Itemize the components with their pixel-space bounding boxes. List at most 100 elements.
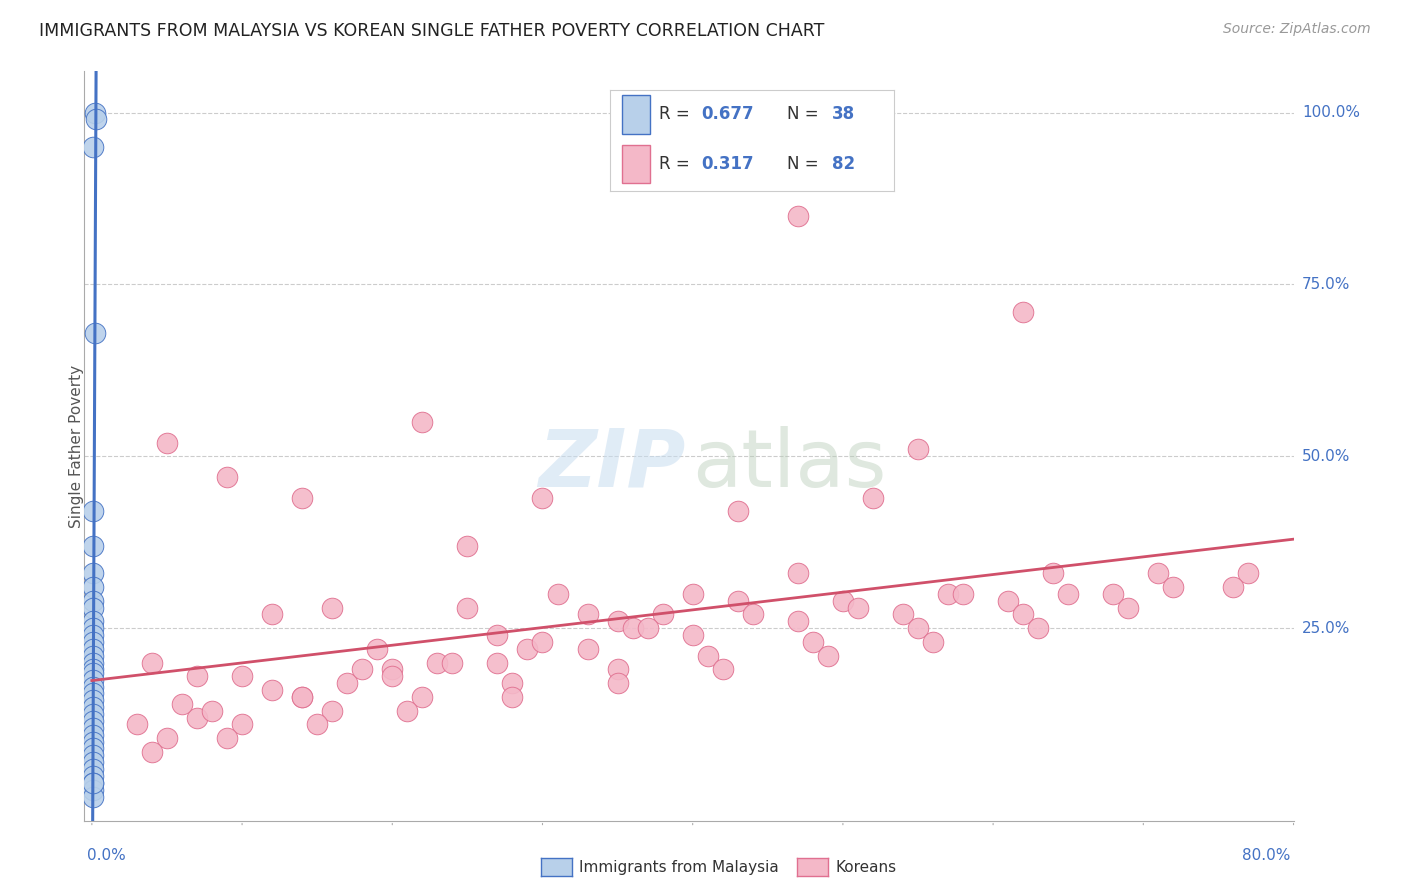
Point bbox=[1042, 566, 1064, 581]
Point bbox=[82, 140, 104, 154]
Point bbox=[1147, 566, 1170, 581]
Point bbox=[82, 734, 104, 748]
Point bbox=[711, 662, 734, 676]
Point bbox=[82, 580, 104, 594]
Point bbox=[82, 628, 104, 642]
Point bbox=[817, 648, 839, 663]
Point bbox=[262, 607, 284, 622]
Point bbox=[637, 621, 659, 635]
Point bbox=[1222, 580, 1244, 594]
Point bbox=[82, 662, 104, 676]
Point bbox=[231, 669, 253, 683]
Point bbox=[501, 676, 523, 690]
Point bbox=[82, 539, 104, 553]
Point bbox=[547, 587, 569, 601]
Point bbox=[82, 762, 104, 776]
Point bbox=[82, 673, 104, 687]
Point bbox=[456, 539, 478, 553]
Point bbox=[576, 641, 599, 656]
Point bbox=[516, 641, 538, 656]
Point bbox=[606, 615, 628, 629]
Point bbox=[696, 648, 718, 663]
Point bbox=[86, 112, 108, 127]
Point bbox=[576, 607, 599, 622]
Point bbox=[606, 662, 628, 676]
Point bbox=[411, 415, 433, 429]
Point bbox=[1012, 607, 1035, 622]
Point bbox=[786, 615, 808, 629]
Point bbox=[952, 587, 974, 601]
Point bbox=[1012, 305, 1035, 319]
Text: atlas: atlas bbox=[693, 425, 887, 504]
Point bbox=[82, 686, 104, 700]
Point bbox=[531, 491, 554, 505]
Point bbox=[82, 789, 104, 804]
Point bbox=[82, 741, 104, 756]
Text: Immigrants from Malaysia: Immigrants from Malaysia bbox=[579, 860, 779, 874]
Point bbox=[862, 491, 884, 505]
Point bbox=[82, 648, 104, 663]
Point bbox=[786, 209, 808, 223]
Point bbox=[727, 504, 749, 518]
Point bbox=[907, 621, 929, 635]
Point bbox=[741, 607, 763, 622]
Point bbox=[1163, 580, 1185, 594]
Point bbox=[1102, 587, 1125, 601]
Text: IMMIGRANTS FROM MALAYSIA VS KOREAN SINGLE FATHER POVERTY CORRELATION CHART: IMMIGRANTS FROM MALAYSIA VS KOREAN SINGL… bbox=[39, 22, 825, 40]
Point bbox=[846, 600, 869, 615]
Point bbox=[486, 656, 509, 670]
Point bbox=[82, 566, 104, 581]
Point bbox=[186, 669, 208, 683]
Point bbox=[366, 641, 388, 656]
Point bbox=[352, 662, 374, 676]
Point bbox=[336, 676, 359, 690]
Point bbox=[82, 714, 104, 728]
Point bbox=[531, 635, 554, 649]
Point bbox=[262, 683, 284, 698]
Text: 25.0%: 25.0% bbox=[1302, 621, 1350, 636]
Point bbox=[82, 748, 104, 763]
Point bbox=[82, 656, 104, 670]
Text: 75.0%: 75.0% bbox=[1302, 277, 1350, 292]
Point bbox=[1057, 587, 1080, 601]
Point bbox=[291, 491, 314, 505]
Point bbox=[456, 600, 478, 615]
Point bbox=[1026, 621, 1049, 635]
Point bbox=[907, 442, 929, 457]
Point bbox=[82, 665, 104, 680]
Point bbox=[651, 607, 673, 622]
Point bbox=[606, 676, 628, 690]
Point bbox=[321, 704, 343, 718]
Point bbox=[82, 635, 104, 649]
Point bbox=[156, 731, 179, 746]
Point bbox=[82, 504, 104, 518]
Point bbox=[82, 621, 104, 635]
Point bbox=[125, 717, 148, 731]
Point bbox=[426, 656, 449, 670]
Point bbox=[727, 593, 749, 607]
Point bbox=[486, 628, 509, 642]
Point bbox=[82, 776, 104, 790]
Point bbox=[441, 656, 464, 670]
Text: Koreans: Koreans bbox=[835, 860, 896, 874]
Text: Source: ZipAtlas.com: Source: ZipAtlas.com bbox=[1223, 22, 1371, 37]
Point bbox=[82, 593, 104, 607]
Point bbox=[82, 782, 104, 797]
Point bbox=[801, 635, 824, 649]
Point bbox=[1116, 600, 1139, 615]
Point bbox=[83, 105, 105, 120]
Text: ZIP: ZIP bbox=[538, 425, 685, 504]
Text: 80.0%: 80.0% bbox=[1243, 848, 1291, 863]
Y-axis label: Single Father Poverty: Single Father Poverty bbox=[69, 365, 83, 527]
Point bbox=[186, 710, 208, 724]
Point bbox=[501, 690, 523, 704]
Text: 50.0%: 50.0% bbox=[1302, 449, 1350, 464]
Point bbox=[82, 721, 104, 735]
Point bbox=[291, 690, 314, 704]
Text: 0.0%: 0.0% bbox=[87, 848, 127, 863]
Point bbox=[82, 615, 104, 629]
Point bbox=[82, 707, 104, 722]
Point bbox=[82, 776, 104, 790]
Point bbox=[201, 704, 224, 718]
Point bbox=[82, 600, 104, 615]
